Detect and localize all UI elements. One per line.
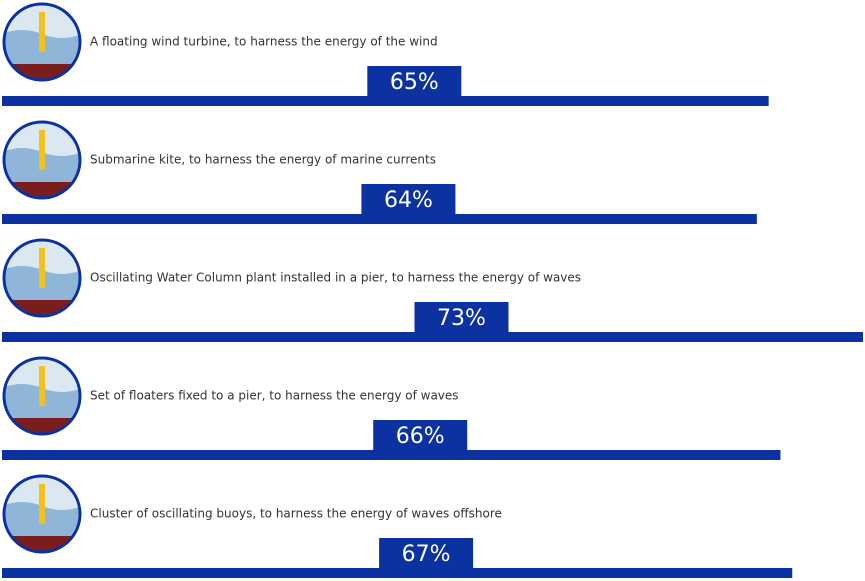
icon — [2, 238, 82, 318]
value-box — [373, 420, 468, 451]
category-label: Cluster of oscillating buoys, to harness… — [90, 507, 502, 521]
icon-border — [2, 474, 82, 554]
value-label: 66% — [396, 424, 445, 449]
value-box — [361, 184, 456, 215]
category-label: Set of floaters fixed to a pier, to harn… — [90, 389, 459, 403]
icon-border — [2, 120, 82, 200]
device — [39, 248, 45, 288]
bar — [2, 568, 793, 578]
category-label: Oscillating Water Column plant installed… — [90, 271, 581, 285]
bar — [2, 96, 769, 106]
icon — [2, 120, 82, 200]
value-label: 65% — [390, 70, 439, 95]
icon — [2, 474, 82, 554]
icon — [2, 356, 82, 436]
icon-border — [2, 356, 82, 436]
device — [39, 12, 45, 52]
icon-scene — [5, 477, 79, 551]
icon — [2, 2, 82, 82]
device — [39, 366, 45, 406]
value-label: 64% — [384, 188, 433, 213]
value-box — [414, 302, 509, 333]
bar — [2, 332, 863, 342]
device — [39, 130, 45, 170]
icon-border — [2, 238, 82, 318]
value-box — [367, 66, 462, 97]
bar — [2, 214, 757, 224]
value-label: 73% — [437, 306, 486, 331]
bar — [2, 450, 781, 460]
value-label: 67% — [402, 542, 451, 567]
category-label: Submarine kite, to harness the energy of… — [90, 153, 436, 167]
icon-border — [2, 2, 82, 82]
value-box — [379, 538, 474, 569]
category-label: A floating wind turbine, to harness the … — [90, 35, 438, 49]
device — [39, 484, 45, 524]
